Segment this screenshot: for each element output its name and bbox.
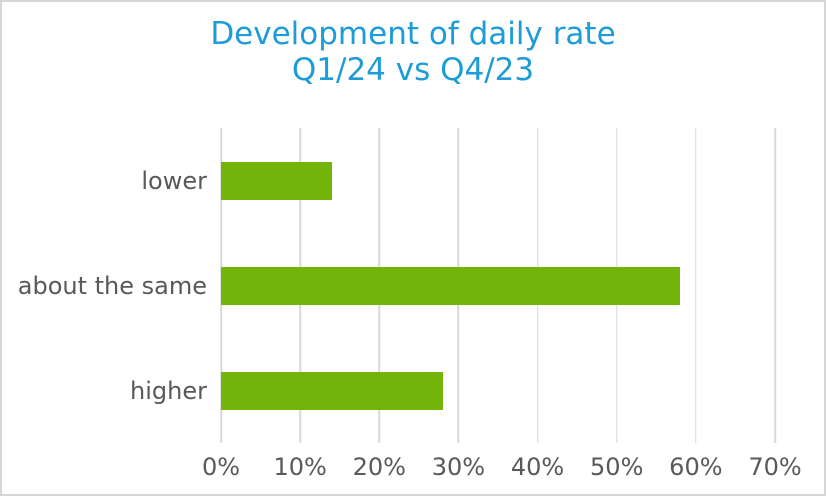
bar-about-the-same [221,266,681,305]
x-axis: 0% 10% 20% 30% 40% 50% 60% 70% [202,453,802,485]
x-tick-label: 50% [590,453,644,481]
category-label-about-the-same: about the same [17,271,207,300]
bar-lower [221,161,332,200]
chart-title-line1: Development of daily rate [210,16,616,52]
x-tick-label: 40% [510,453,565,481]
bar-band [221,233,775,338]
category-axis: lower about the same higher [2,128,207,443]
x-tick-label: 20% [352,453,406,481]
category-label-lower: lower [141,166,207,195]
category-label-higher: higher [130,376,207,405]
bar-higher [221,371,443,410]
gridline [695,128,697,443]
chart-title: Development of daily rate Q1/24 vs Q4/23 [2,16,824,88]
x-tick-label: 60% [669,453,723,481]
bar-band [221,338,775,443]
x-tick-label: 10% [273,453,327,481]
bar-band [221,128,775,233]
gridline [774,128,776,443]
x-tick-label: 0% [201,453,241,481]
bars [221,128,775,443]
x-tick-label: 30% [431,453,486,481]
x-tick-label: 70% [748,453,802,481]
plot-area [220,128,776,443]
chart-title-line2: Q1/24 vs Q4/23 [291,52,535,88]
